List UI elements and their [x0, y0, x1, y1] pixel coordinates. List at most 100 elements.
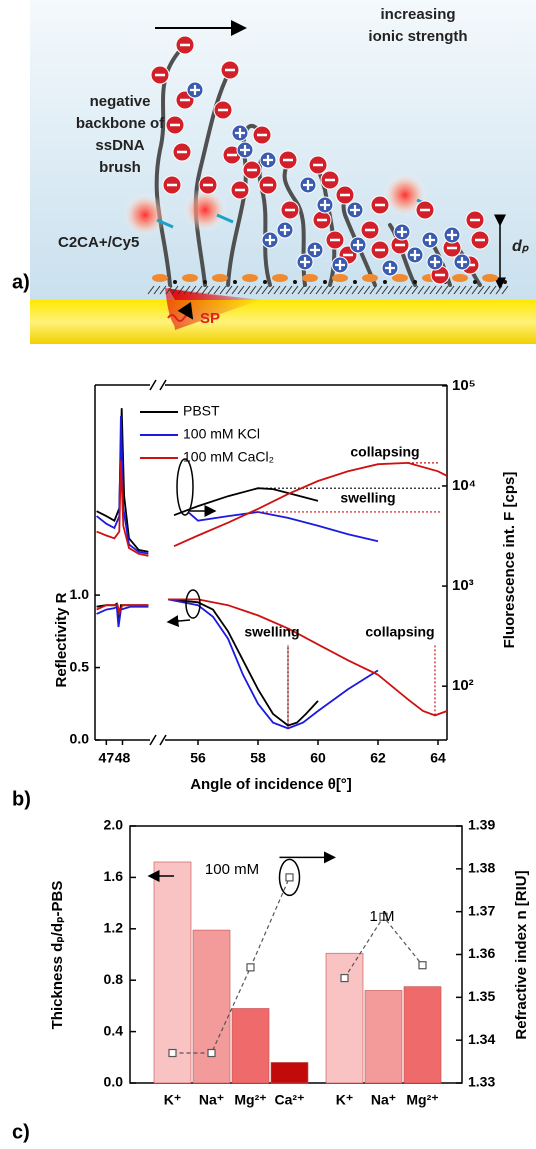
x-tick-label: 62	[370, 750, 386, 766]
anchor	[392, 274, 408, 282]
axis-pointer	[185, 589, 201, 619]
plus-sign	[447, 230, 457, 240]
curve	[96, 460, 149, 557]
x-tick-label: K⁺	[336, 1092, 354, 1108]
dye-glow	[183, 188, 227, 232]
dye-glow	[383, 173, 427, 217]
surface-hatch	[345, 285, 353, 295]
sp-wave	[167, 301, 194, 322]
annotation: ssDNA	[95, 137, 144, 154]
annotation: brush	[99, 159, 141, 176]
surface-hatch	[279, 285, 287, 295]
plus-sign	[457, 257, 467, 267]
plus-sign	[353, 240, 363, 250]
index-marker	[379, 912, 388, 921]
y-tick-label: 0.0	[70, 731, 90, 747]
annotation: swelling	[244, 624, 299, 640]
surface-hatch	[465, 285, 473, 295]
bar	[192, 929, 231, 1084]
surface-hatch	[435, 285, 443, 295]
plus-sign	[300, 257, 310, 267]
plus-sign	[303, 180, 313, 190]
anchor-dot	[203, 280, 207, 284]
surface-hatch	[309, 285, 317, 295]
y2-tick-label: 1.38	[468, 860, 495, 876]
y-tick-label: 2.0	[104, 817, 124, 833]
surface-hatch	[375, 285, 383, 295]
group-label: 100 mM	[205, 861, 259, 878]
y-tick-label: 0.4	[104, 1022, 124, 1038]
plus-sign	[425, 235, 435, 245]
surface-hatch	[489, 285, 497, 295]
index-marker	[168, 1048, 177, 1058]
x-tick-label: Mg²⁺	[406, 1092, 438, 1108]
y2-tick-label: 10⁴	[452, 477, 476, 494]
x-tick-label: Ca²⁺	[275, 1092, 305, 1108]
index-marker	[285, 873, 294, 882]
x-tick-label: 64	[430, 750, 446, 766]
axis-pointer	[176, 458, 194, 516]
annotation: SP	[200, 310, 220, 327]
surface-hatch	[303, 285, 311, 295]
annotation: swelling	[340, 490, 395, 506]
surface-hatch	[315, 285, 323, 295]
dye-glow	[123, 193, 167, 237]
anchor-dot	[503, 280, 507, 284]
legend-label: 100 mM KCl	[183, 426, 260, 442]
index-line	[172, 877, 291, 1054]
surface-hatch	[237, 285, 245, 295]
surface-hatch	[213, 285, 221, 295]
y2-tick-label: 1.39	[468, 817, 495, 833]
panel-label: c)	[12, 1121, 30, 1143]
y-tick-label: 0.0	[104, 1074, 124, 1090]
anchor	[302, 274, 318, 282]
axis-break	[159, 379, 167, 391]
x-tick-label: Na⁺	[371, 1092, 396, 1108]
bar	[325, 952, 364, 1084]
x-axis-title: Angle of incidence θ[°]	[190, 776, 352, 793]
bar	[403, 986, 442, 1084]
annotation: collapsing	[350, 444, 419, 460]
annotation: negative	[90, 93, 151, 110]
surface-hatch	[285, 285, 293, 295]
axis-pointer	[278, 858, 301, 897]
annotation: collapsing	[365, 624, 434, 640]
x-tick-label: 47	[99, 750, 115, 766]
surface-hatch	[195, 285, 203, 295]
surface-hatch	[207, 285, 215, 295]
y2-tick-label: 1.37	[468, 902, 495, 918]
anchor-dot	[173, 280, 177, 284]
surface-hatch	[351, 285, 359, 295]
y2-tick-label: 1.36	[468, 945, 495, 961]
y-tick-label: 0.8	[104, 971, 124, 987]
linker	[216, 213, 234, 224]
surface-hatch	[501, 285, 509, 295]
surface-hatch	[363, 285, 371, 295]
surface-hatch	[357, 285, 365, 295]
curve	[168, 598, 447, 717]
surface-hatch	[321, 285, 329, 295]
surface-hatch	[291, 285, 299, 295]
surface-hatch	[165, 285, 173, 295]
plus-sign	[235, 128, 245, 138]
surface-hatch	[339, 285, 347, 295]
anchor	[452, 274, 468, 282]
gold-film	[30, 300, 536, 344]
x-tick-label: 58	[250, 750, 266, 766]
curve	[96, 605, 149, 628]
annotation: increasing	[380, 6, 455, 23]
surface-hatch	[453, 285, 461, 295]
surface-hatch	[189, 285, 197, 295]
surface-hatch	[423, 285, 431, 295]
plus-sign	[430, 257, 440, 267]
surface-hatch	[177, 285, 185, 295]
bar	[153, 861, 192, 1084]
surface-hatch	[255, 285, 263, 295]
surface-hatch	[225, 285, 233, 295]
y-tick-label: 1.0	[70, 586, 90, 602]
surface-hatch	[333, 285, 341, 295]
plus-sign	[190, 85, 200, 95]
axis-pointer-arrow	[166, 615, 191, 628]
anchor-dot	[383, 280, 387, 284]
